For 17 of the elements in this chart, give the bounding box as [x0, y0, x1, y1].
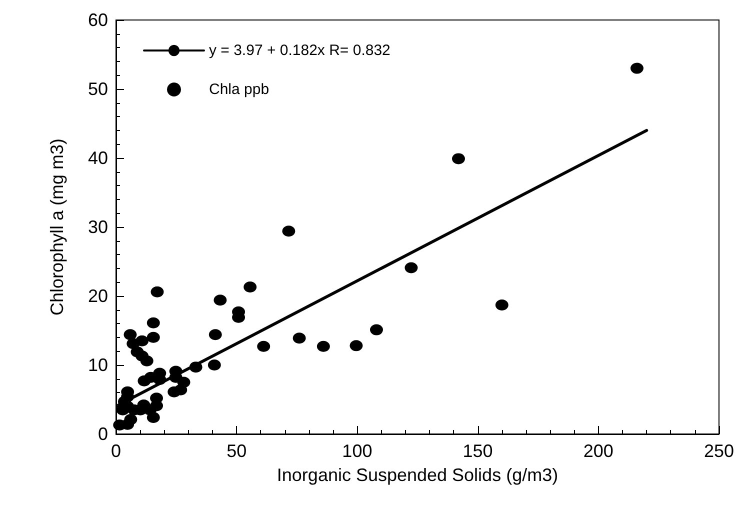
x-tick-label: 150 [462, 441, 493, 461]
legend-label: Chla ppb [209, 81, 270, 98]
x-tick-label: 200 [583, 441, 614, 461]
y-tick-label: 60 [88, 10, 108, 30]
y-tick-label: 0 [98, 424, 108, 444]
x-tick-label: 50 [226, 441, 247, 461]
y-tick-label: 20 [88, 286, 108, 306]
y-tick-label: 40 [88, 148, 108, 168]
y-tick-label: 50 [88, 79, 108, 99]
y-axis-title: Chlorophyll a (mg m3) [47, 138, 67, 316]
y-tick-label: 10 [88, 355, 108, 375]
legend-label: y = 3.97 + 0.182x R= 0.832 [209, 42, 390, 59]
x-axis-title: Inorganic Suspended Solids (g/m3) [276, 465, 558, 485]
x-tick-label: 0 [110, 441, 122, 461]
x-tick-label: 100 [342, 441, 372, 461]
y-tick-label: 30 [88, 217, 108, 237]
x-tick-label: 250 [704, 441, 734, 461]
